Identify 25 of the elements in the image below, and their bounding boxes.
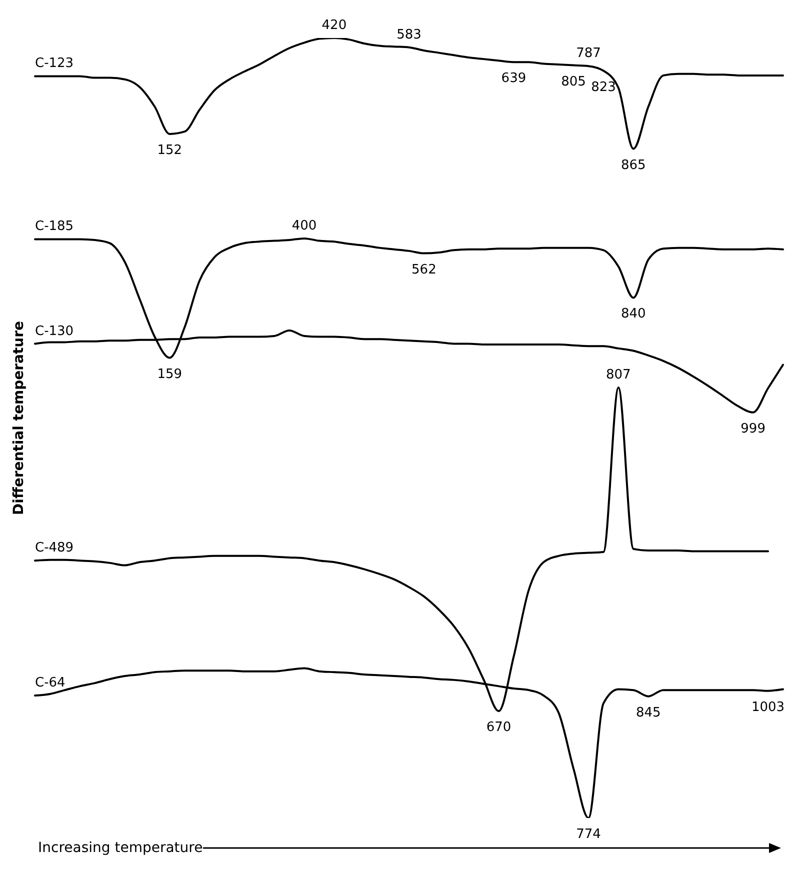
annotation: 840 — [620, 306, 646, 322]
annotation: 999 — [740, 421, 766, 436]
annotation: 823 — [591, 80, 616, 95]
annotation: 670 — [486, 720, 512, 736]
annotation: 400 — [292, 218, 317, 234]
annotation: 152 — [157, 142, 182, 158]
annotation: 159 — [157, 366, 182, 382]
annotation: 420 — [322, 18, 347, 33]
y-axis-title: Differential temperature — [11, 321, 27, 515]
annotation: 583 — [396, 27, 422, 42]
annotation: 639 — [501, 71, 526, 86]
annotation: 807 — [606, 367, 631, 382]
annotation: 774 — [576, 827, 601, 842]
series-label: C-130 — [35, 324, 74, 339]
series-label: C-489 — [35, 540, 74, 556]
annotation: 562 — [412, 262, 436, 278]
annotation: 805 — [561, 74, 586, 90]
annotation: 845 — [636, 705, 661, 720]
series-label: C-123 — [35, 56, 74, 72]
x-axis-title: Increasing temperature — [38, 840, 203, 856]
annotation: 787 — [576, 46, 601, 62]
series-label: C-185 — [35, 219, 74, 234]
annotation: 865 — [620, 158, 646, 173]
series-label: C-64 — [35, 676, 66, 691]
annotation: 1003 — [751, 700, 785, 715]
